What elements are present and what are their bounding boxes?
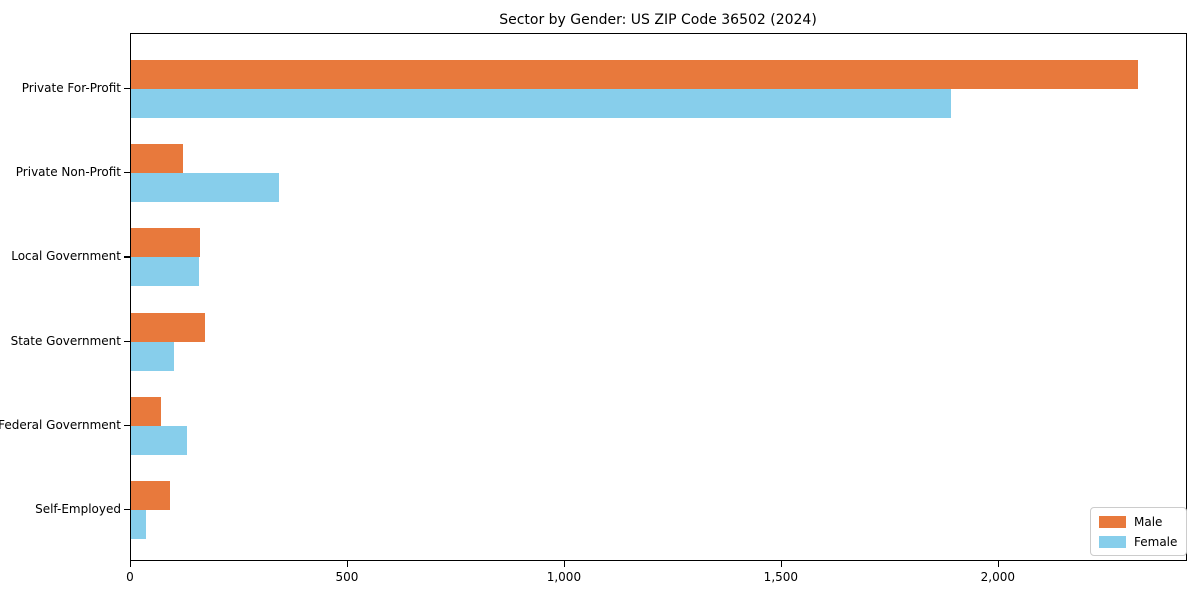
y-tick-label-private-for-profit: Private For-Profit [21, 81, 121, 95]
legend-label-female: Female [1134, 535, 1178, 549]
y-tick-label-self-employed: Self-Employed [35, 502, 121, 516]
x-tick-mark [130, 561, 132, 567]
y-tick-label-federal-government: Federal Government [0, 417, 121, 432]
x-tick-label-1000: 1,000 [546, 570, 582, 584]
bar-female-private-for-profit [131, 89, 952, 118]
bar-male-private-for-profit [131, 60, 1138, 89]
y-tick-label-local-government: Local Government [11, 249, 121, 264]
x-tick-mark [997, 561, 999, 567]
chart-title: Sector by Gender: US ZIP Code 36502 (202… [499, 12, 817, 28]
x-tick-mark [780, 561, 783, 567]
bar-male-local-government [131, 228, 200, 258]
y-tick-mark [124, 509, 130, 511]
x-tick-mark [346, 561, 349, 567]
y-tick-label-private-non-profit: Private Non-Profit [15, 165, 121, 180]
x-tick-mark [563, 561, 566, 567]
y-tick-label-state-government: State Government [10, 333, 121, 348]
x-tick-label-1500: 1,500 [763, 570, 799, 584]
bar-male-federal-government [131, 396, 162, 426]
y-tick-mark [124, 88, 130, 90]
bar-female-federal-government [131, 425, 188, 455]
legend-swatch-male [1099, 516, 1126, 528]
x-tick-label-0: 0 [126, 570, 134, 584]
legend-entry-female: Female [1099, 535, 1177, 549]
bar-male-state-government [131, 312, 205, 342]
y-tick-mark [124, 256, 130, 258]
y-tick-mark [124, 172, 130, 174]
y-tick-mark [124, 424, 130, 426]
bar-female-local-government [131, 257, 200, 287]
plot-area [130, 33, 1187, 561]
legend-label-male: Male [1134, 515, 1163, 529]
bar-female-state-government [131, 341, 175, 371]
x-tick-label-500: 500 [335, 570, 359, 584]
bar-male-private-non-profit [131, 144, 184, 174]
y-tick-mark [124, 340, 130, 342]
legend: Male Female [1090, 507, 1188, 556]
bar-male-self-employed [131, 481, 171, 510]
bar-female-self-employed [131, 510, 146, 539]
bar-female-private-non-profit [131, 173, 279, 203]
x-tick-label-2000: 2,000 [980, 570, 1015, 584]
legend-swatch-female [1099, 536, 1126, 548]
legend-entry-male: Male [1099, 515, 1177, 529]
